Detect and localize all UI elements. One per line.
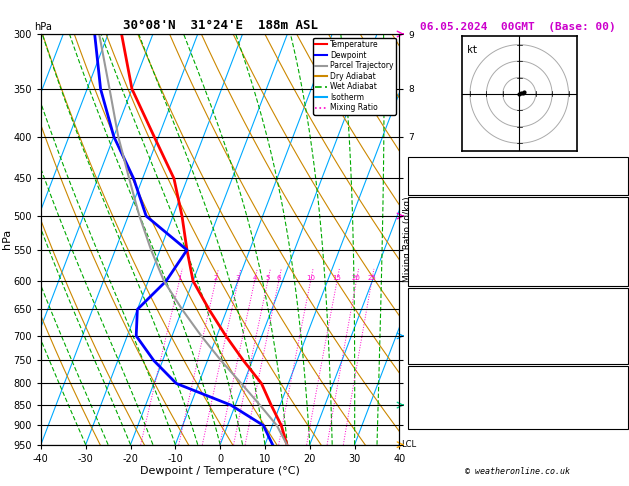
Text: Hodograph: Hodograph	[492, 368, 543, 377]
Text: CAPE (J): CAPE (J)	[411, 262, 457, 272]
Text: 30°08'N  31°24'E  188m ASL: 30°08'N 31°24'E 188m ASL	[123, 18, 318, 32]
Text: 7: 7	[619, 250, 625, 259]
Text: 25: 25	[367, 275, 376, 281]
Text: Mixing Ratio (g/kg): Mixing Ratio (g/kg)	[403, 196, 411, 282]
Text: Surface: Surface	[498, 199, 538, 208]
Text: Temp (°C): Temp (°C)	[411, 212, 462, 221]
Text: LCL: LCL	[401, 440, 416, 449]
Text: 14.9: 14.9	[601, 212, 625, 221]
Text: 15: 15	[333, 275, 342, 281]
Text: 26: 26	[613, 418, 625, 428]
Text: kt: kt	[467, 45, 479, 54]
Text: Lifted Index: Lifted Index	[411, 328, 480, 337]
Text: 950: 950	[608, 302, 625, 312]
Text: Most Unstable: Most Unstable	[481, 290, 555, 299]
Text: 11.7: 11.7	[601, 225, 625, 233]
Legend: Temperature, Dewpoint, Parcel Trajectory, Dry Adiabat, Wet Adiabat, Isotherm, Mi: Temperature, Dewpoint, Parcel Trajectory…	[313, 38, 396, 115]
Text: PW (cm): PW (cm)	[411, 185, 451, 193]
Text: 0: 0	[619, 262, 625, 272]
Text: 27: 27	[613, 393, 625, 402]
Text: θe (K): θe (K)	[411, 315, 445, 324]
Text: 0: 0	[619, 341, 625, 349]
Text: 1.36: 1.36	[601, 185, 625, 193]
Text: © weatheronline.co.uk: © weatheronline.co.uk	[465, 467, 570, 476]
Text: CAPE (J): CAPE (J)	[411, 341, 457, 349]
Text: EH: EH	[411, 381, 422, 390]
Text: -1: -1	[613, 159, 625, 168]
X-axis label: Dewpoint / Temperature (°C): Dewpoint / Temperature (°C)	[140, 467, 300, 476]
Text: StmSpd (kt): StmSpd (kt)	[411, 418, 474, 428]
Text: 315: 315	[608, 315, 625, 324]
Text: 3: 3	[236, 275, 240, 281]
Text: 313: 313	[608, 237, 625, 246]
Text: 5: 5	[619, 328, 625, 337]
Text: Pressure (mb): Pressure (mb)	[411, 302, 486, 312]
Text: hPa: hPa	[35, 21, 52, 32]
Text: StmDir: StmDir	[411, 406, 445, 415]
Text: 1: 1	[177, 275, 182, 281]
Text: Lifted Index: Lifted Index	[411, 250, 480, 259]
Y-axis label: hPa: hPa	[2, 229, 12, 249]
Text: 300°: 300°	[601, 406, 625, 415]
Text: 2: 2	[213, 275, 218, 281]
Text: 0: 0	[619, 275, 625, 284]
Text: 10: 10	[306, 275, 315, 281]
Text: CIN (J): CIN (J)	[411, 353, 451, 362]
Text: K: K	[411, 159, 416, 168]
Y-axis label: km
ASL: km ASL	[416, 239, 434, 261]
Text: SREH: SREH	[411, 393, 434, 402]
Text: 20: 20	[352, 275, 361, 281]
Text: Dewp (°C): Dewp (°C)	[411, 225, 462, 233]
Text: CIN (J): CIN (J)	[411, 275, 451, 284]
Text: 0: 0	[619, 353, 625, 362]
Text: Totals Totals: Totals Totals	[411, 172, 486, 181]
Text: 4: 4	[252, 275, 257, 281]
Text: -42: -42	[608, 381, 625, 390]
Text: 5: 5	[265, 275, 270, 281]
Text: 06.05.2024  00GMT  (Base: 00): 06.05.2024 00GMT (Base: 00)	[420, 21, 616, 32]
Text: 6: 6	[277, 275, 281, 281]
Text: 32: 32	[613, 172, 625, 181]
Text: θe(K): θe(K)	[411, 237, 440, 246]
